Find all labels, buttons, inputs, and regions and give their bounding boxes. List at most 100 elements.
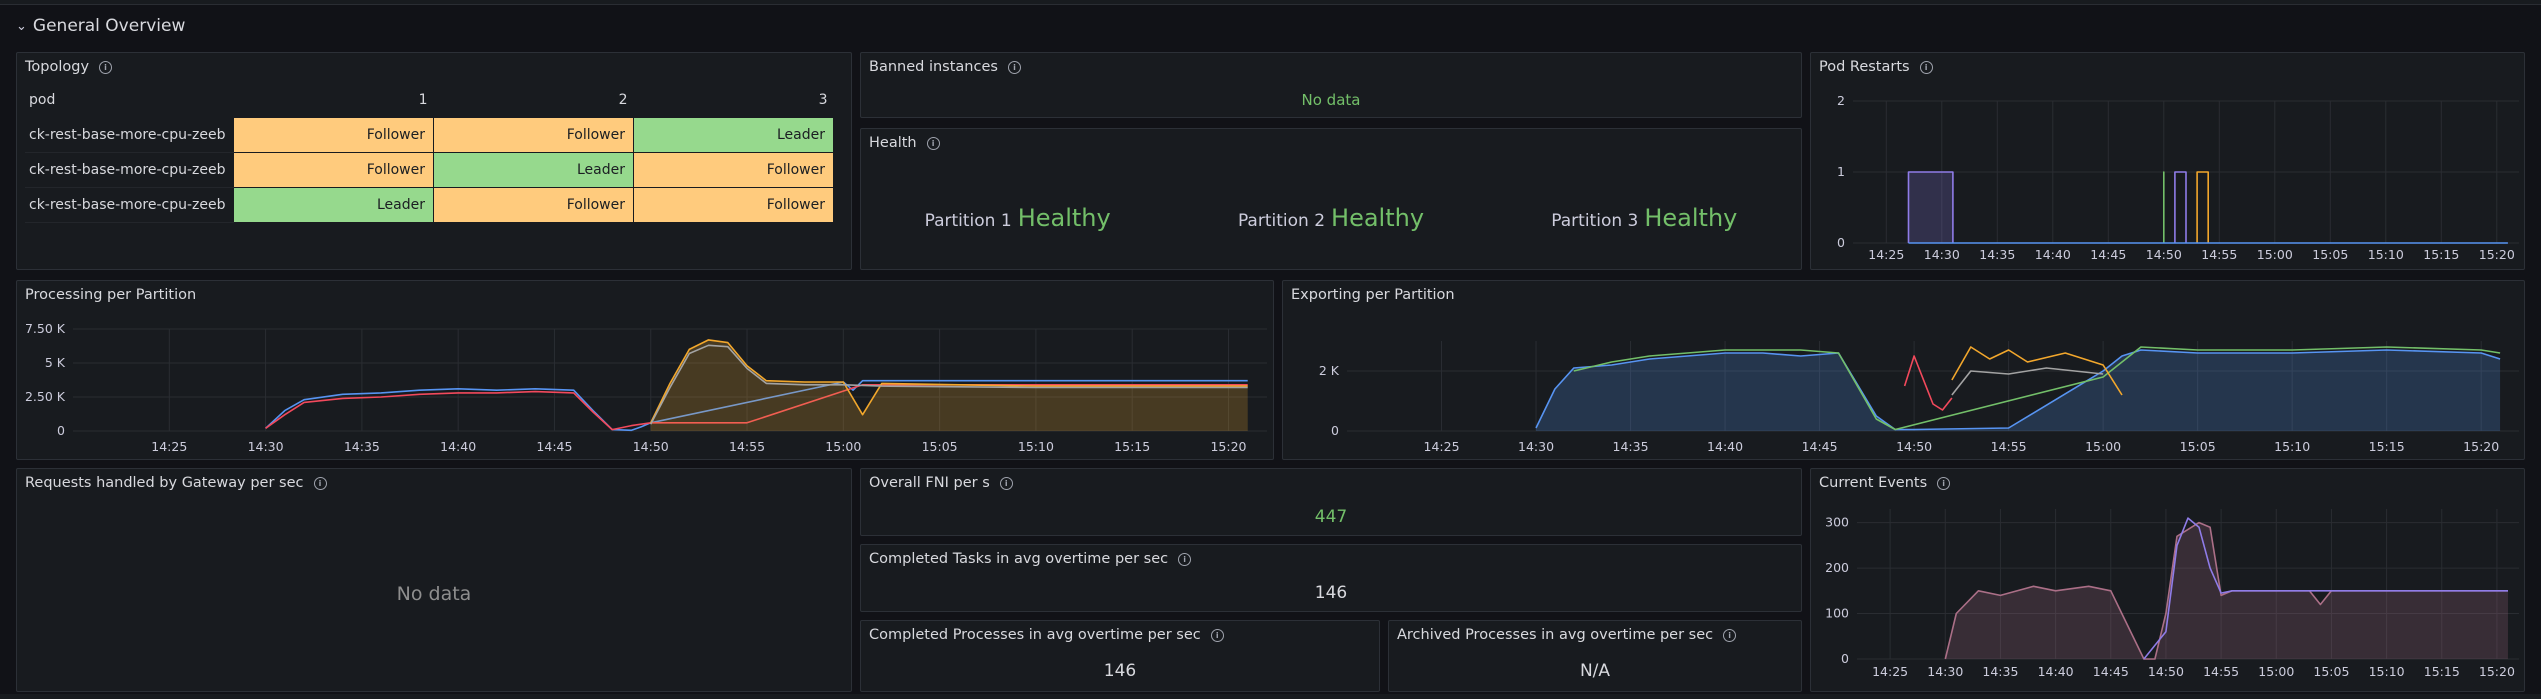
completed-tasks-value: 146 — [1314, 583, 1348, 603]
panel-title[interactable]: Exporting per Partition — [1291, 287, 1455, 303]
y-tick-label: 1 — [1837, 164, 1845, 179]
series-area — [1536, 350, 2501, 431]
x-tick-label: 15:15 — [1114, 439, 1150, 454]
x-tick-label: 14:45 — [1802, 439, 1838, 454]
x-tick-label: 14:30 — [1924, 247, 1960, 262]
partition-3-health: Partition 3 Healthy — [1551, 204, 1738, 232]
pod-cell: ck-rest-base-more-cpu-zeeb — [25, 187, 234, 223]
x-tick-label: 15:05 — [2312, 247, 2348, 262]
x-tick-label: 14:45 — [536, 439, 572, 454]
info-icon[interactable]: i — [926, 136, 940, 150]
role-cell: Leader — [633, 117, 834, 153]
processing-panel: Processing per Partition 0 2.50 K 5 K 7.50 … — [16, 280, 1274, 460]
role-cell: Follower — [433, 187, 634, 223]
series-line — [649, 339, 1248, 424]
column-header[interactable]: 1 — [418, 92, 428, 108]
info-icon[interactable]: i — [313, 476, 327, 490]
series-line — [1951, 367, 2104, 396]
x-tick-label: 14:25 — [1868, 247, 1904, 262]
exporting-chart[interactable]: 0 2 K 14:25 14:30 14:35 14:40 14:45 14:50 14:55 1… — [1283, 281, 2525, 460]
y-tick-label: 0 — [57, 423, 65, 438]
role-cell: Follower — [633, 152, 834, 188]
pod-restarts-chart[interactable]: 0 1 2 14:25 14:30 14:35 14:40 14:45 14:50 14:55 15… — [1811, 53, 2525, 270]
info-icon[interactable]: i — [99, 60, 113, 74]
x-tick-label: 15:15 — [2369, 439, 2405, 454]
series-line — [1951, 346, 2123, 396]
panel-title[interactable]: Overall FNI per s i — [869, 475, 1013, 491]
x-tick-label: 14:30 — [1927, 664, 1963, 679]
x-tick-label: 14:50 — [2148, 664, 2184, 679]
y-tick-label: 300 — [1825, 515, 1849, 530]
pod-cell: ck-rest-base-more-cpu-zeeb — [25, 117, 234, 153]
table-row: ck-rest-base-more-cpu-zeeb Follower Foll… — [25, 117, 834, 153]
column-header[interactable]: pod — [29, 92, 56, 109]
x-tick-label: 14:30 — [248, 439, 284, 454]
completed-processes-value: 146 — [1103, 661, 1137, 681]
top-bar — [0, 0, 2541, 5]
y-tick-label: 200 — [1825, 560, 1849, 575]
panel-title[interactable]: Archived Processes in avg overtime per s… — [1397, 627, 1737, 643]
x-tick-label: 15:15 — [2424, 664, 2460, 679]
x-tick-label: 14:35 — [1979, 247, 2015, 262]
series-line — [1535, 349, 2501, 431]
role-cell: Follower — [433, 117, 634, 153]
x-tick-label: 15:00 — [2258, 664, 2294, 679]
x-tick-label: 14:35 — [344, 439, 380, 454]
series-line — [1907, 171, 1954, 243]
banned-instances-panel: Banned instances i No data — [860, 52, 1802, 118]
info-icon[interactable]: i — [1937, 476, 1951, 490]
panel-title[interactable]: Completed Tasks in avg overtime per sec … — [869, 551, 1192, 567]
column-header[interactable]: 2 — [618, 92, 628, 108]
processing-chart[interactable]: 0 2.50 K 5 K 7.50 K 14:25 14:30 14:35 14:40 14:4… — [17, 281, 1274, 460]
panel-title[interactable]: Requests handled by Gateway per sec i — [25, 475, 327, 491]
x-tick-label: 14:40 — [1707, 439, 1743, 454]
panel-title[interactable]: Current Events i — [1819, 475, 1951, 491]
x-tick-label: 15:20 — [2479, 664, 2515, 679]
completed-processes-panel: Completed Processes in avg overtime per … — [860, 620, 1380, 692]
x-tick-label: 15:20 — [1210, 439, 1246, 454]
x-tick-label: 15:05 — [922, 439, 958, 454]
role-cell: Follower — [233, 117, 434, 153]
series-line — [1903, 355, 1953, 411]
row-title: General Overview — [32, 16, 186, 36]
x-tick-label: 14:55 — [1991, 439, 2027, 454]
x-tick-label: 14:55 — [2201, 247, 2237, 262]
series-line — [2196, 171, 2210, 243]
x-tick-label: 14:35 — [1982, 664, 2018, 679]
x-tick-label: 15:05 — [2313, 664, 2349, 679]
current-events-panel: Current Events i 0 100 200 300 14:25 14:30 14:… — [1810, 468, 2525, 692]
x-tick-label: 15:00 — [2257, 247, 2293, 262]
y-tick-label: 100 — [1825, 606, 1849, 621]
series-line — [2143, 517, 2508, 660]
gateway-requests-value: No data — [396, 583, 472, 605]
x-tick-label: 14:50 — [1896, 439, 1932, 454]
row-header-general-overview[interactable]: ⌄ General Overview — [16, 16, 185, 36]
panel-title[interactable]: Completed Processes in avg overtime per … — [869, 627, 1224, 643]
archived-processes-value: N/A — [1579, 661, 1611, 681]
x-tick-label: 14:40 — [2038, 664, 2074, 679]
panel-title[interactable]: Topology i — [25, 59, 113, 75]
x-tick-label: 14:35 — [1613, 439, 1649, 454]
x-tick-label: 15:00 — [825, 439, 861, 454]
table-header-row: pod 1 2 3 — [25, 83, 834, 118]
panel-title[interactable]: Processing per Partition — [25, 287, 197, 303]
x-tick-label: 15:10 — [1018, 439, 1054, 454]
info-icon[interactable]: i — [1919, 60, 1933, 74]
x-tick-label: 15:20 — [2463, 439, 2499, 454]
column-header[interactable]: 3 — [818, 92, 828, 108]
topology-panel: Topology i pod 1 2 3 ck-rest-base-more-c… — [16, 52, 852, 270]
info-icon[interactable]: i — [1007, 60, 1021, 74]
info-icon[interactable]: i — [999, 476, 1013, 490]
info-icon[interactable]: i — [1178, 552, 1192, 566]
current-events-chart[interactable]: 0 100 200 300 14:25 14:30 14:35 14:40 14:45 14:50… — [1811, 469, 2525, 692]
x-tick-label: 14:40 — [2035, 247, 2071, 262]
panel-title[interactable]: Pod Restarts i — [1819, 59, 1933, 75]
panel-title[interactable]: Banned instances i — [869, 59, 1021, 75]
y-tick-label: 2.50 K — [25, 389, 66, 404]
panel-title[interactable]: Health i — [869, 135, 940, 151]
x-tick-label: 14:55 — [729, 439, 765, 454]
x-tick-label: 15:00 — [2085, 439, 2121, 454]
info-icon[interactable]: i — [1210, 628, 1224, 642]
info-icon[interactable]: i — [1723, 628, 1737, 642]
chevron-down-icon[interactable]: ⌄ — [16, 18, 27, 34]
